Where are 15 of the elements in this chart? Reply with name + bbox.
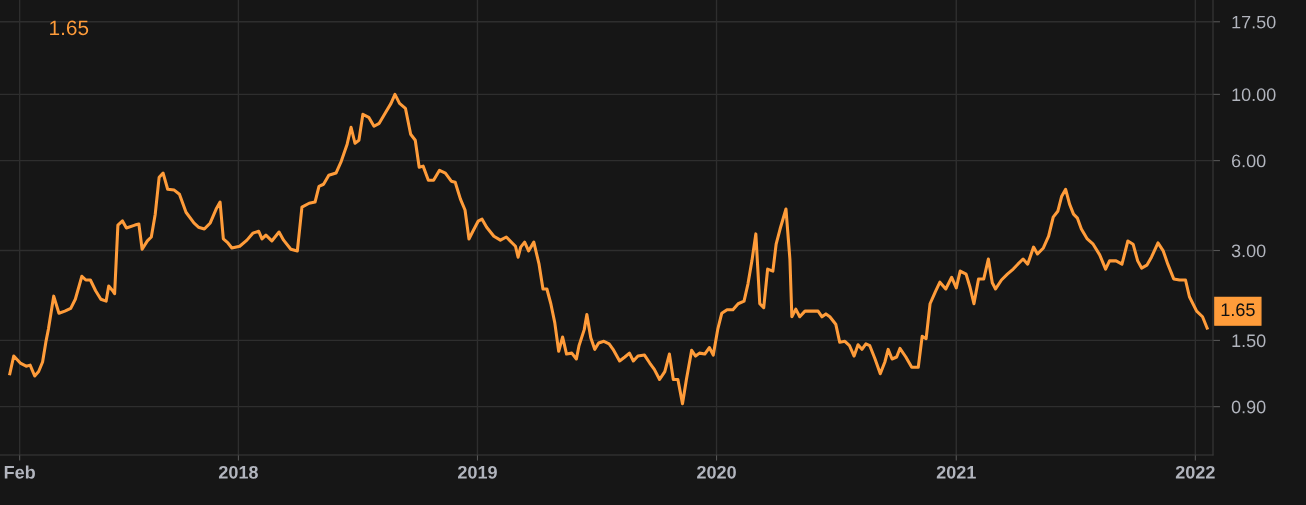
- y-tick-label: 0.90: [1231, 400, 1266, 414]
- x-tick-label: 2022: [1175, 465, 1215, 479]
- x-tick-label: 2021: [936, 465, 976, 479]
- x-tick-label: 2020: [697, 465, 736, 479]
- y-tick-label: 6.00: [1231, 154, 1266, 168]
- y-tick-label: 1.50: [1232, 334, 1266, 348]
- y-tick-label: 17.50: [1232, 15, 1276, 29]
- annotation: 1.65: [1221, 303, 1255, 317]
- x-tick-label: 2018: [218, 465, 258, 479]
- line-series: [8, 92, 1209, 406]
- x-tick-label: Feb: [4, 465, 35, 479]
- y-tick-label: 3.00: [1231, 244, 1266, 258]
- x-tick-label: 2019: [458, 465, 497, 479]
- y-tick-label: 10.00: [1232, 88, 1276, 102]
- annotation: 1.65: [50, 20, 89, 36]
